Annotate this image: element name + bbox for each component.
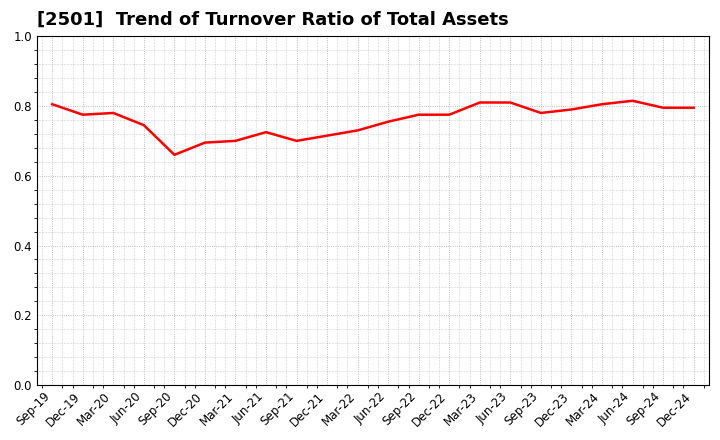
Text: [2501]  Trend of Turnover Ratio of Total Assets: [2501] Trend of Turnover Ratio of Total … <box>37 11 509 29</box>
